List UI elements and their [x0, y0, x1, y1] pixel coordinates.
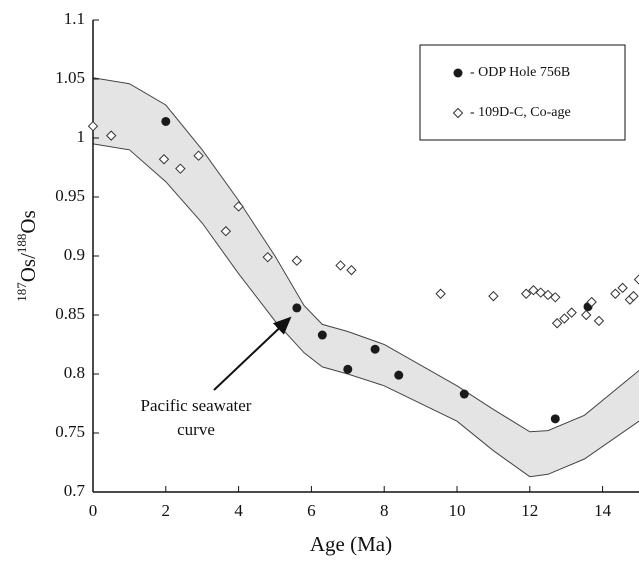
- point: [220, 226, 232, 237]
- point: [233, 201, 244, 212]
- annotation: curve: [177, 420, 215, 439]
- point: [193, 150, 204, 161]
- point: [559, 313, 570, 324]
- point: [343, 364, 353, 374]
- point: [628, 290, 639, 302]
- point: [581, 309, 592, 321]
- point: [459, 389, 469, 399]
- band-fill: [93, 77, 639, 477]
- y-tick-label: 0.8: [64, 363, 85, 382]
- y-axis-title-part: Os/: [16, 253, 40, 282]
- y-tick-label: 0.95: [55, 186, 85, 205]
- point: [520, 288, 532, 299]
- legend-marker: [453, 68, 463, 78]
- band-lower: [92, 143, 639, 478]
- x-axis-title: Age (Ma): [310, 532, 392, 556]
- y-tick-label: 0.7: [64, 481, 86, 500]
- x-tick-label: 2: [162, 501, 171, 520]
- x-tick-label: 10: [449, 501, 466, 520]
- point: [158, 154, 170, 165]
- point: [551, 318, 563, 329]
- point: [87, 120, 99, 132]
- point: [586, 296, 597, 308]
- point: [617, 282, 628, 294]
- point: [370, 344, 380, 354]
- point: [335, 260, 346, 271]
- x-tick-label: 4: [234, 501, 243, 520]
- x-tick-label: 8: [380, 501, 389, 520]
- x-tick-label: 0: [89, 501, 98, 520]
- annotation-arrow: [213, 316, 292, 391]
- legend-label: - 109D-C, Co-age: [470, 105, 571, 120]
- point: [317, 330, 327, 340]
- point: [292, 303, 302, 313]
- point: [161, 116, 171, 126]
- x-tick-label: 6: [307, 501, 316, 520]
- y-tick-label: 1.1: [64, 9, 85, 28]
- point: [435, 288, 446, 299]
- point: [593, 315, 605, 327]
- point: [291, 255, 303, 266]
- point: [610, 288, 621, 299]
- legend-marker: [452, 107, 464, 119]
- y-axis-title-part: Os: [16, 210, 40, 233]
- y-tick-label: 1: [77, 127, 86, 146]
- y-tick-label: 0.85: [55, 304, 85, 323]
- plot: 0.7 0.75 0.8 0.85 0.9 0.95 1 1.05 1.1 0 2 4 6 8 10 12 14…: [55, 9, 639, 520]
- band-upper: [92, 77, 639, 433]
- legend: - ODP Hole 756B - 109D-C, Co-age: [419, 44, 626, 141]
- legend-label: - ODP Hole 756B: [470, 65, 570, 80]
- y-tick-label: 0.75: [55, 422, 85, 441]
- x-tick-label: 14: [594, 501, 612, 520]
- y-axis-title-part: 187: [14, 282, 29, 302]
- point: [633, 274, 639, 285]
- y-axis-title: 187Os/188Os: [14, 210, 40, 302]
- point: [262, 251, 273, 263]
- y-tick-label: 1.05: [55, 68, 85, 87]
- point: [346, 264, 357, 276]
- point: [550, 292, 561, 303]
- point: [566, 307, 577, 318]
- point: [550, 414, 560, 424]
- y-axis-title-part: 188: [14, 234, 29, 254]
- legend-box: [419, 44, 626, 141]
- point: [394, 370, 404, 380]
- point: [175, 163, 186, 174]
- x-tick-label: 12: [521, 501, 538, 520]
- point: [488, 290, 499, 302]
- annotation: Pacific seawater: [141, 396, 252, 415]
- point: [105, 130, 117, 141]
- y-tick-label: 0.9: [64, 245, 85, 264]
